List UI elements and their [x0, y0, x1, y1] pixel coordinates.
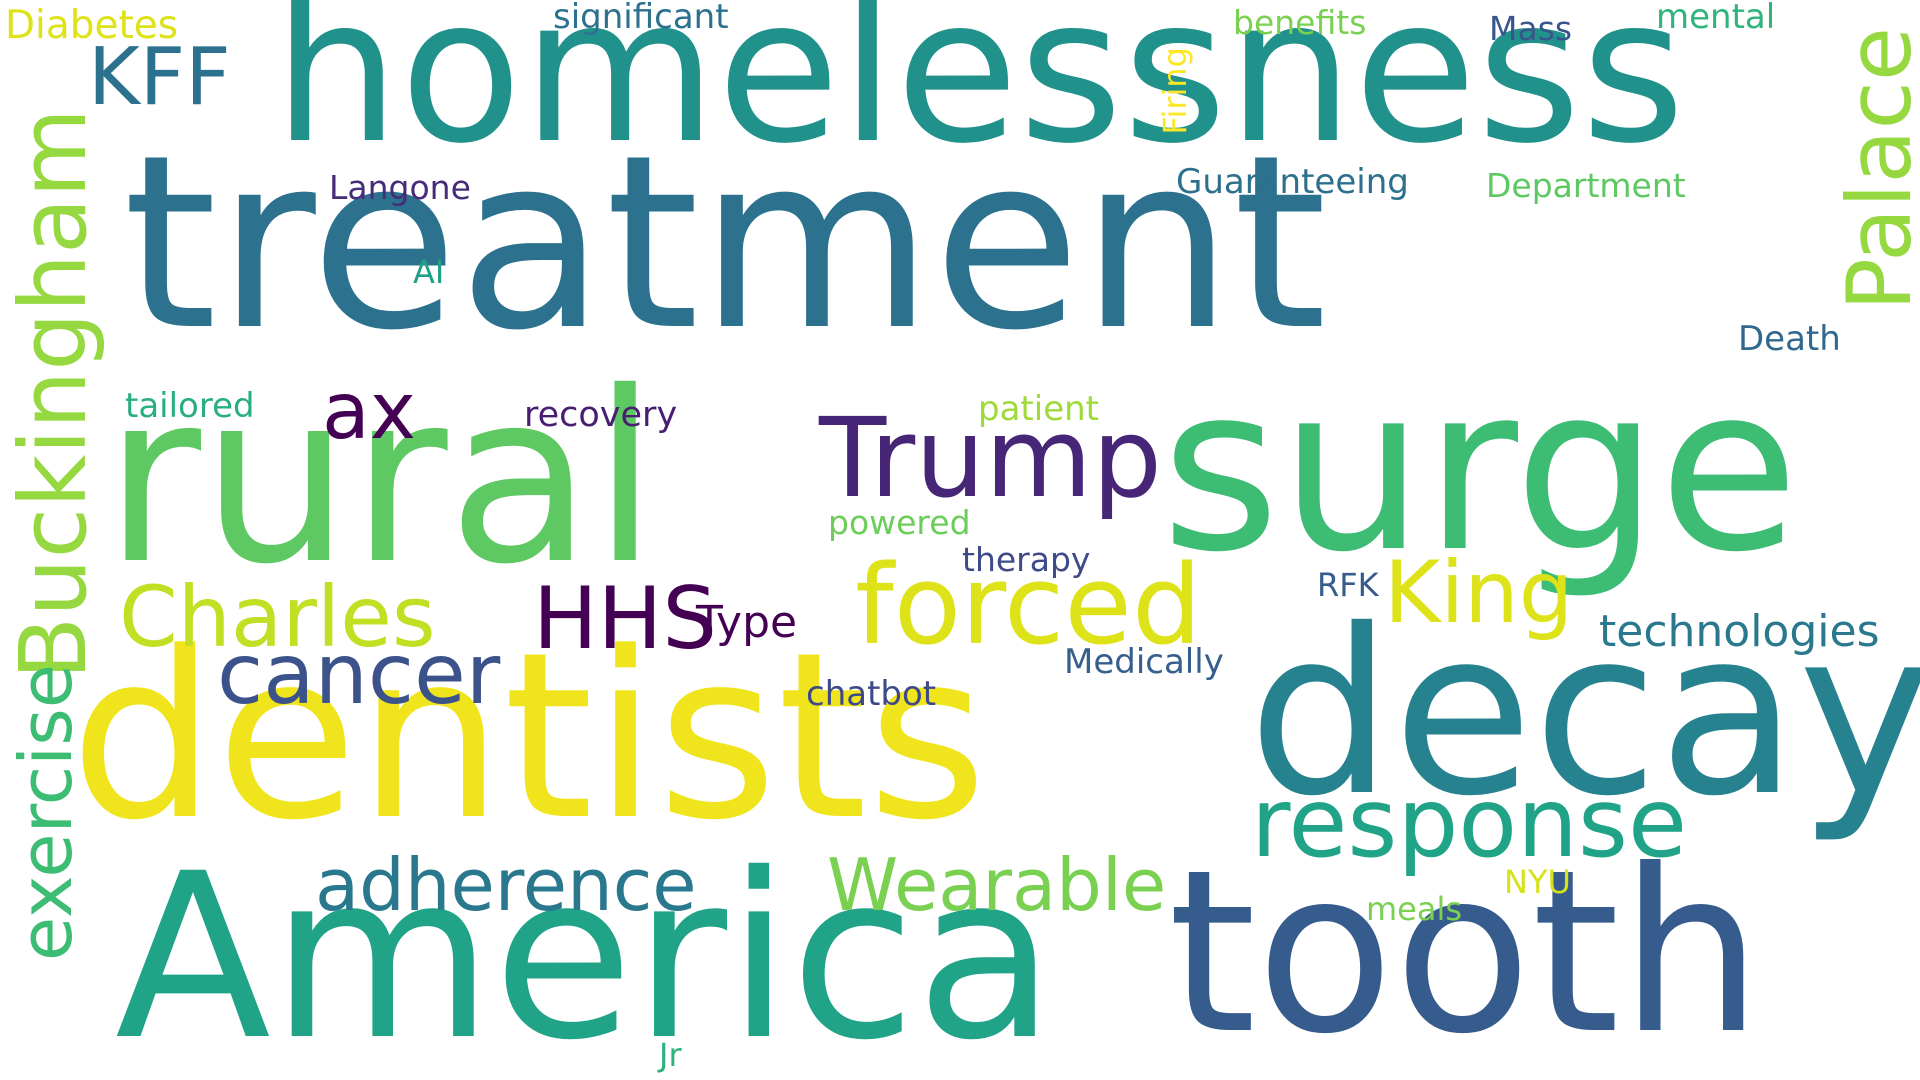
word-tailored: tailored	[125, 386, 255, 426]
word-response: response	[1251, 767, 1688, 879]
word-type: Type	[696, 597, 798, 648]
word-palace: Palace	[1828, 27, 1920, 311]
word-america: America	[115, 824, 1056, 1080]
word-wearable: Wearable	[827, 843, 1167, 927]
word-ax: ax	[322, 367, 416, 457]
word-treatment: treatment	[123, 103, 1327, 383]
word-guaranteeing: Guaranteeing	[1176, 162, 1409, 202]
word-chatbot: chatbot	[806, 674, 937, 714]
word-benefits: benefits	[1233, 3, 1367, 42]
word-adherence: adherence	[315, 843, 697, 927]
word-forced: forced	[855, 541, 1202, 669]
word-rfk: RFK	[1317, 566, 1379, 604]
word-charles: Charles	[119, 568, 436, 666]
word-exercise: exercise	[4, 664, 88, 962]
word-significant: significant	[553, 0, 729, 37]
word-surge: surge	[1161, 336, 1800, 602]
word-nyu: NYU	[1504, 863, 1571, 901]
word-hhs: HHS	[533, 569, 717, 669]
word-powered: powered	[828, 503, 971, 542]
word-langone: Langone	[329, 168, 471, 207]
word-trump: Trump	[819, 394, 1162, 522]
word-rural: rural	[104, 341, 658, 616]
word-meals: meals	[1366, 890, 1463, 928]
word-diabetes: Diabetes	[5, 3, 179, 48]
word-death: Death	[1738, 319, 1841, 359]
word-mass: Mass	[1489, 9, 1573, 48]
word-dentists: dentists	[70, 604, 988, 871]
word-medically: Medically	[1064, 642, 1224, 682]
word-technologies: technologies	[1599, 606, 1880, 657]
word-therapy: therapy	[962, 540, 1091, 579]
word-decay: decay	[1248, 580, 1920, 846]
word-tooth: tooth	[1168, 822, 1763, 1080]
word-buckingham: Buckingham	[0, 108, 107, 680]
word-firing: Firing	[1156, 47, 1194, 135]
word-jr: Jr	[659, 1036, 682, 1074]
word-mental: mental	[1656, 0, 1776, 37]
word-department: Department	[1486, 166, 1686, 205]
word-patient: patient	[978, 389, 1099, 429]
word-ai: AI	[413, 253, 445, 291]
word-kff: KFF	[88, 31, 231, 123]
word-recovery: recovery	[524, 395, 678, 435]
word-king: King	[1384, 543, 1574, 643]
word-homelessness: homelessness	[273, 0, 1686, 188]
word-cancer: cancer	[217, 625, 501, 723]
